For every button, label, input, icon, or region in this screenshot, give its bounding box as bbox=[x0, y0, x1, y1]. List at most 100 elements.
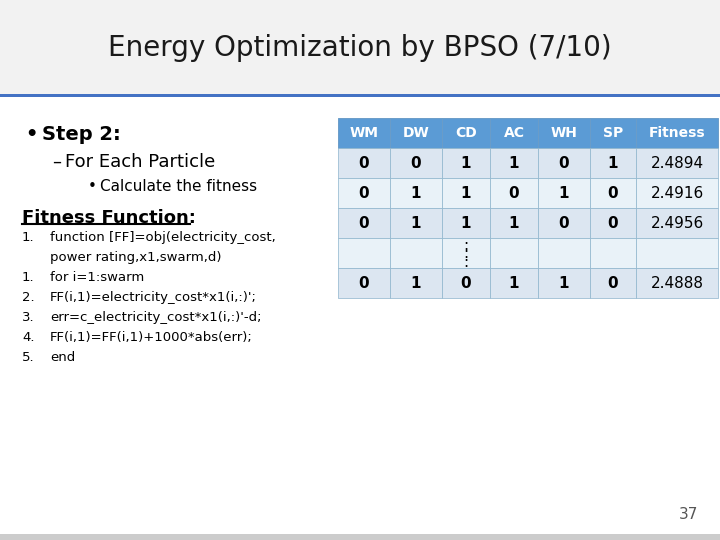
Text: end: end bbox=[50, 351, 76, 364]
Bar bbox=[338, 208, 390, 238]
Text: 1: 1 bbox=[410, 215, 421, 231]
Text: :: : bbox=[464, 255, 469, 270]
Bar bbox=[390, 268, 442, 298]
Text: 0: 0 bbox=[559, 215, 570, 231]
Text: FF(i,1)=FF(i,1)+1000*abs(err);: FF(i,1)=FF(i,1)+1000*abs(err); bbox=[50, 331, 253, 344]
Bar bbox=[442, 118, 490, 148]
Text: •: • bbox=[25, 125, 37, 144]
Text: WM: WM bbox=[349, 126, 379, 140]
Text: 0: 0 bbox=[559, 156, 570, 171]
Bar bbox=[442, 178, 490, 208]
Bar bbox=[490, 238, 538, 268]
Bar bbox=[490, 148, 538, 178]
Text: 2.: 2. bbox=[22, 291, 35, 304]
Bar bbox=[636, 178, 718, 208]
Text: Calculate the fitness: Calculate the fitness bbox=[100, 179, 257, 194]
Text: Energy Optimization by BPSO (7/10): Energy Optimization by BPSO (7/10) bbox=[108, 33, 612, 62]
Text: 3.: 3. bbox=[22, 311, 35, 324]
Bar bbox=[590, 118, 636, 148]
Bar bbox=[636, 208, 718, 238]
Text: power rating,x1,swarm,d): power rating,x1,swarm,d) bbox=[50, 251, 222, 264]
Text: 1: 1 bbox=[461, 156, 472, 171]
Text: 0: 0 bbox=[410, 156, 421, 171]
Bar bbox=[490, 178, 538, 208]
Bar bbox=[338, 268, 390, 298]
Text: AC: AC bbox=[503, 126, 524, 140]
Bar bbox=[0, 94, 720, 97]
Bar bbox=[590, 178, 636, 208]
Bar bbox=[442, 208, 490, 238]
Bar bbox=[442, 268, 490, 298]
Text: 4.: 4. bbox=[22, 331, 35, 344]
Text: SP: SP bbox=[603, 126, 623, 140]
Text: For Each Particle: For Each Particle bbox=[65, 153, 215, 171]
Bar bbox=[590, 208, 636, 238]
Text: :: : bbox=[464, 246, 469, 261]
Bar bbox=[636, 148, 718, 178]
Bar bbox=[490, 208, 538, 238]
Bar bbox=[338, 118, 390, 148]
Text: 1: 1 bbox=[509, 215, 519, 231]
Bar bbox=[390, 208, 442, 238]
Bar bbox=[490, 268, 538, 298]
Text: 0: 0 bbox=[359, 186, 369, 200]
Text: 2.4888: 2.4888 bbox=[650, 275, 703, 291]
Bar bbox=[390, 118, 442, 148]
Bar bbox=[338, 238, 390, 268]
Text: for i=1:swarm: for i=1:swarm bbox=[50, 271, 144, 284]
Bar bbox=[390, 178, 442, 208]
Bar bbox=[490, 118, 538, 148]
Text: function [FF]=obj(electricity_cost,: function [FF]=obj(electricity_cost, bbox=[50, 231, 276, 244]
Text: 1: 1 bbox=[410, 275, 421, 291]
Bar bbox=[442, 148, 490, 178]
Text: 2.4894: 2.4894 bbox=[650, 156, 703, 171]
Text: 0: 0 bbox=[608, 215, 618, 231]
Text: 1.: 1. bbox=[22, 271, 35, 284]
Bar bbox=[338, 178, 390, 208]
Text: 1: 1 bbox=[559, 186, 570, 200]
Bar bbox=[538, 118, 590, 148]
Text: 1.: 1. bbox=[22, 231, 35, 244]
Text: FF(i,1)=electricity_cost*x1(i,:)';: FF(i,1)=electricity_cost*x1(i,:)'; bbox=[50, 291, 257, 304]
Bar bbox=[538, 238, 590, 268]
Text: 0: 0 bbox=[461, 275, 472, 291]
Bar bbox=[390, 148, 442, 178]
Bar bbox=[636, 238, 718, 268]
Text: 5.: 5. bbox=[22, 351, 35, 364]
Text: Fitness Function:: Fitness Function: bbox=[22, 209, 196, 227]
Text: 0: 0 bbox=[359, 215, 369, 231]
Text: CD: CD bbox=[455, 126, 477, 140]
Text: 1: 1 bbox=[509, 275, 519, 291]
Text: :: : bbox=[464, 238, 469, 253]
Bar bbox=[538, 208, 590, 238]
Bar bbox=[538, 268, 590, 298]
Text: 2.4916: 2.4916 bbox=[650, 186, 703, 200]
Text: 1: 1 bbox=[461, 186, 472, 200]
Bar bbox=[590, 148, 636, 178]
Bar bbox=[636, 118, 718, 148]
Text: Fitness: Fitness bbox=[649, 126, 706, 140]
Text: 1: 1 bbox=[461, 215, 472, 231]
Text: 1: 1 bbox=[559, 275, 570, 291]
Text: 0: 0 bbox=[359, 275, 369, 291]
Bar bbox=[390, 238, 442, 268]
Text: 2.4956: 2.4956 bbox=[650, 215, 703, 231]
Text: 37: 37 bbox=[679, 507, 698, 522]
Bar bbox=[636, 268, 718, 298]
Text: 1: 1 bbox=[509, 156, 519, 171]
Bar bbox=[0, 0, 720, 95]
Text: •: • bbox=[88, 179, 97, 194]
Text: 1: 1 bbox=[608, 156, 618, 171]
Bar bbox=[538, 178, 590, 208]
Bar bbox=[590, 268, 636, 298]
Text: Step 2:: Step 2: bbox=[42, 125, 121, 144]
Bar bbox=[590, 238, 636, 268]
Text: DW: DW bbox=[402, 126, 429, 140]
Text: 0: 0 bbox=[608, 275, 618, 291]
Bar bbox=[338, 148, 390, 178]
Bar bbox=[538, 148, 590, 178]
Text: –: – bbox=[52, 153, 61, 171]
Text: 0: 0 bbox=[359, 156, 369, 171]
Text: err=c_electricity_cost*x1(i,:)'-d;: err=c_electricity_cost*x1(i,:)'-d; bbox=[50, 311, 261, 324]
Text: 1: 1 bbox=[410, 186, 421, 200]
